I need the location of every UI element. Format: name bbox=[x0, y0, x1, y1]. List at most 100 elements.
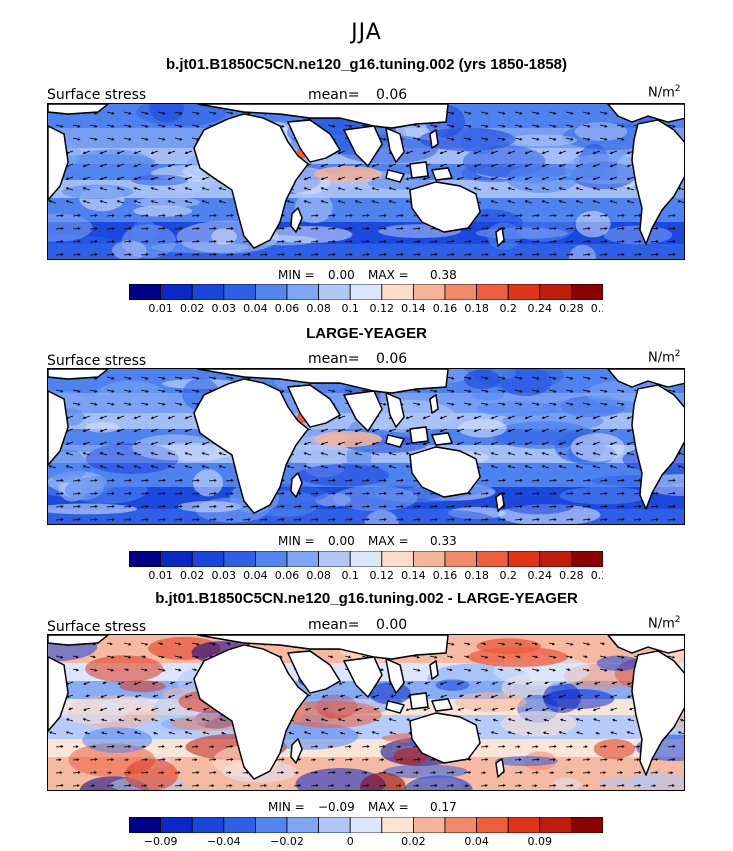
colorbar-swatch bbox=[160, 551, 193, 567]
stress-patch bbox=[131, 174, 188, 186]
colorbar-swatch bbox=[539, 284, 572, 300]
stress-patch bbox=[495, 756, 558, 767]
colorbar-swatch bbox=[223, 817, 256, 833]
stress-patch bbox=[455, 691, 527, 712]
colorbar-swatch bbox=[318, 817, 351, 833]
stress-patch bbox=[575, 210, 611, 238]
stress-patch bbox=[134, 197, 201, 208]
stress-patch bbox=[603, 225, 673, 245]
land-mass-overlay bbox=[409, 426, 429, 444]
stress-patch bbox=[64, 475, 148, 504]
colorbar-tick-label: 0.12 bbox=[370, 302, 395, 315]
colorbar-tick-label: 0.28 bbox=[559, 569, 584, 582]
colorbar-tick-label: 0.03 bbox=[212, 569, 237, 582]
colorbar-swatch bbox=[286, 284, 320, 300]
land-mass-overlay bbox=[409, 161, 429, 179]
colorbar-tick-label: 0.01 bbox=[148, 569, 173, 582]
colorbar-tick-label: 0.12 bbox=[370, 569, 395, 582]
colorbar-tick-label: 0.02 bbox=[180, 569, 205, 582]
colorbar-swatch bbox=[286, 551, 320, 567]
colorbar-swatch bbox=[223, 284, 256, 300]
land-mass-overlay bbox=[48, 635, 109, 646]
stress-patch bbox=[333, 485, 418, 511]
land-mass-overlay bbox=[429, 129, 439, 149]
stress-patch bbox=[367, 177, 435, 190]
land-mass-overlay bbox=[409, 692, 429, 710]
colorbar-tick-label: 0.02 bbox=[401, 835, 426, 848]
panel-1-max-value: 0.38 bbox=[430, 268, 457, 282]
stress-patch bbox=[569, 244, 596, 259]
land-mass-overlay bbox=[197, 369, 449, 394]
colorbar-tick-label: 0.2 bbox=[499, 569, 517, 582]
colorbar-swatch bbox=[191, 551, 225, 567]
colorbar-swatch bbox=[476, 551, 509, 567]
land-mass-overlay bbox=[431, 698, 453, 712]
stress-patch bbox=[559, 486, 648, 505]
stress-patch bbox=[393, 747, 428, 765]
land-mass-overlay bbox=[631, 650, 684, 776]
stress-patch bbox=[149, 104, 185, 123]
colorbar-swatch bbox=[476, 817, 509, 833]
land-mass-overlay bbox=[343, 125, 383, 167]
land-mass-overlay bbox=[385, 700, 405, 714]
panel-1-min-label: MIN = bbox=[278, 268, 315, 282]
land-mass-overlay bbox=[48, 390, 69, 466]
panel-2-mean-label: mean= bbox=[308, 351, 360, 367]
colorbar-swatch bbox=[507, 551, 541, 567]
colorbar-swatch bbox=[444, 284, 478, 300]
colorbar-swatch bbox=[349, 551, 383, 567]
colorbar-swatch bbox=[255, 284, 288, 300]
land-mass-overlay bbox=[197, 635, 449, 660]
colorbar-tick-label: 0.04 bbox=[243, 569, 268, 582]
land-mass-overlay bbox=[431, 167, 453, 181]
colorbar-swatch bbox=[412, 817, 446, 833]
colorbar-tick-label: 0.16 bbox=[433, 569, 458, 582]
stress-patch bbox=[435, 679, 470, 691]
land-mass-overlay bbox=[290, 738, 303, 764]
stress-patch bbox=[193, 469, 223, 497]
colorbar-tick-label: 0.06 bbox=[275, 569, 300, 582]
panel-3-variable-label: Surface stress bbox=[47, 619, 147, 635]
land-mass-overlay bbox=[429, 660, 439, 680]
colorbar-tick-label: 0.28 bbox=[559, 302, 584, 315]
land-mass-overlay bbox=[48, 125, 69, 201]
land-mass-overlay bbox=[385, 169, 405, 183]
stress-patch bbox=[463, 369, 501, 390]
stress-patch bbox=[543, 688, 615, 709]
stress-patch bbox=[596, 655, 641, 671]
stress-patch bbox=[82, 727, 153, 753]
panel-2-variable-label: Surface stress bbox=[47, 353, 147, 369]
colorbar-tick-label: 0.08 bbox=[306, 302, 331, 315]
colorbar-tick-label: −0.09 bbox=[144, 835, 178, 848]
colorbar-swatch bbox=[191, 284, 225, 300]
colorbar-tick-label: 0.1 bbox=[341, 569, 359, 582]
colorbar-tick-label: 0.24 bbox=[528, 569, 553, 582]
stress-patch bbox=[125, 758, 178, 790]
trade-wind-patch bbox=[314, 166, 382, 182]
stress-patch bbox=[85, 422, 120, 433]
stress-patch bbox=[133, 205, 193, 217]
colorbar-tick-label: 0.01 bbox=[148, 302, 173, 315]
panel-2-min-label: MIN = bbox=[278, 534, 315, 548]
colorbar-tick-label: 0.09 bbox=[528, 835, 553, 848]
colorbar-tick-label: 0.16 bbox=[433, 302, 458, 315]
stress-patch bbox=[265, 226, 353, 244]
panel-3-mean-label: mean= bbox=[308, 617, 360, 633]
panel-2-min-value: 0.00 bbox=[328, 534, 355, 548]
colorbar-swatch bbox=[129, 551, 162, 567]
colorbar-tick-label: 0.18 bbox=[464, 569, 489, 582]
panel-3-max-label: MAX = bbox=[368, 800, 409, 814]
panel-3-units: N/m2 bbox=[648, 615, 681, 632]
colorbar-tick-label: 0.06 bbox=[275, 302, 300, 315]
stress-patch bbox=[505, 497, 574, 515]
panel-2-mean-value: 0.06 bbox=[376, 351, 408, 367]
panel-2-max-label: MAX = bbox=[368, 534, 409, 548]
colorbar-swatch bbox=[129, 284, 162, 300]
land-mass-overlay bbox=[429, 394, 439, 414]
land-mass-overlay bbox=[607, 635, 684, 654]
land-mass-overlay bbox=[197, 104, 449, 129]
land-mass-overlay bbox=[607, 369, 684, 388]
colorbar-swatch bbox=[286, 817, 320, 833]
colorbar-swatch bbox=[412, 551, 446, 567]
land-mass-overlay bbox=[385, 392, 405, 428]
